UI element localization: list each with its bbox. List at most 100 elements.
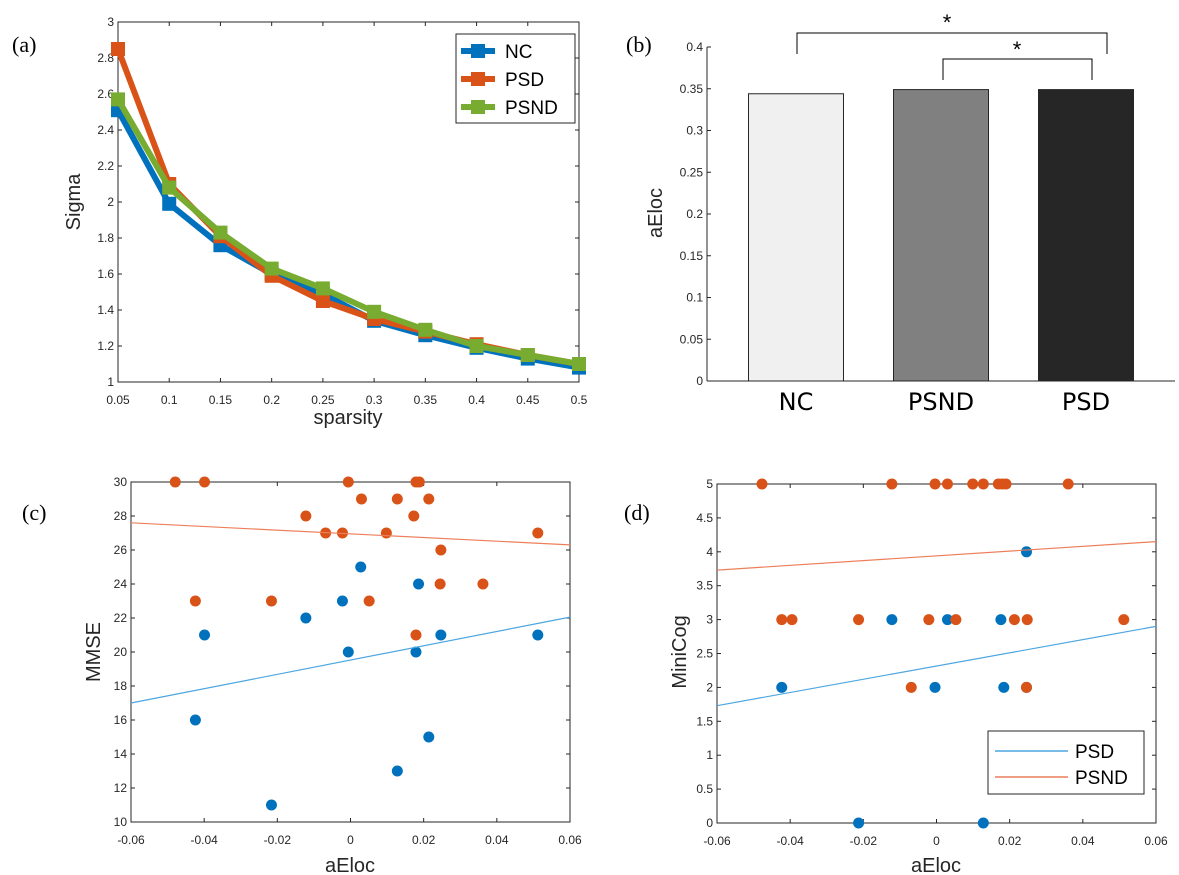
y-tick-label: 0 [706, 816, 713, 830]
data-point [367, 304, 382, 319]
data-point [469, 339, 484, 353]
y-axis-label: MiniCog [669, 615, 691, 688]
y-tick-label: 4.5 [696, 511, 713, 525]
x-tick-label: -0.06 [117, 833, 145, 847]
legend-label: PSD [1075, 742, 1114, 763]
y-tick-label: 2 [107, 195, 114, 209]
series-line [115, 108, 580, 371]
x-tick-label: 0.5 [571, 393, 588, 407]
significance-star: * [943, 10, 952, 35]
x-axis-label: aEloc [911, 855, 961, 875]
x-tick-label: -0.04 [190, 833, 218, 847]
data-point [477, 578, 489, 590]
y-tick-label: 2.6 [97, 87, 114, 101]
y-tick-label: 0.5 [696, 782, 713, 796]
fit-line-psd [130, 616, 571, 704]
y-tick-label: 1.4 [97, 303, 114, 317]
series-psnd [169, 476, 544, 641]
data-point [756, 478, 768, 490]
data-point [1021, 614, 1033, 626]
data-point [929, 478, 941, 490]
x-tick-label: 0.3 [366, 393, 383, 407]
x-tick-label: 0.05 [106, 393, 130, 407]
data-point [520, 348, 535, 362]
data-point [315, 281, 330, 296]
x-tick-label: 0 [933, 834, 940, 848]
x-tick-label: -0.02 [850, 834, 878, 848]
fit-line-psnd [716, 541, 1157, 571]
y-tick-label: 0.25 [680, 165, 704, 179]
legend-label: NC [505, 42, 532, 63]
y-tick-label: 20 [114, 645, 128, 659]
x-tick-label: 0.02 [998, 834, 1022, 848]
data-point [315, 294, 330, 308]
data-point [189, 714, 201, 726]
data-point [363, 595, 375, 607]
data-point [941, 614, 953, 626]
x-tick-label: NC [779, 388, 814, 416]
data-point [391, 765, 403, 777]
panel-label-b: (b) [626, 32, 652, 57]
legend-label: PSND [1075, 768, 1128, 789]
data-point [886, 478, 898, 490]
plot-area: 1 1.2 1.4 1.6 1.8 2 2.2 2.4 2.6 2.8 3 0.05 0.1 0.15 0.… [97, 15, 587, 407]
y-tick-label: 0.1 [686, 291, 703, 305]
significance-bracket [796, 32, 1108, 54]
data-point [853, 817, 865, 829]
y-tick-label: 2.2 [97, 159, 114, 173]
legend: NC PSD PSND [455, 33, 576, 124]
x-tick-label: 0.25 [311, 393, 335, 407]
data-point [1008, 614, 1020, 626]
data-point [977, 478, 989, 490]
x-tick-label: 0.04 [485, 833, 509, 847]
data-point [923, 614, 935, 626]
data-point [786, 614, 798, 626]
data-point [434, 578, 446, 590]
data-point [776, 681, 788, 693]
x-axis-label: sparsity [314, 407, 383, 429]
y-tick-label: 0.35 [680, 82, 704, 96]
y-tick-label: 1 [107, 375, 114, 389]
y-tick-label: 30 [114, 475, 128, 489]
data-point [189, 595, 201, 607]
x-tick-label: 0 [347, 833, 354, 847]
panel-b: (b) aEloc 0 0.05 0.1 0.15 0.2 0.25 0.3 0.35 0.4 N… [626, 10, 1175, 416]
y-tick-label: 1.8 [97, 231, 114, 245]
significance-star: * [1013, 37, 1022, 62]
y-tick-label: 1.5 [696, 714, 713, 728]
plot-area: 0 0.05 0.1 0.15 0.2 0.25 0.3 0.35 0.4 NC PSND PSD * * [680, 10, 1175, 416]
data-point [977, 817, 989, 829]
y-tick-label: 10 [114, 815, 128, 829]
data-point [111, 92, 125, 107]
x-tick-label: 0.06 [558, 833, 582, 847]
data-point [435, 544, 447, 556]
bar-psnd [893, 89, 989, 382]
data-point [169, 476, 181, 488]
data-point [1062, 478, 1074, 490]
data-point [950, 614, 962, 626]
y-tick-label: 24 [114, 577, 128, 591]
y-tick-label: 0.15 [680, 249, 704, 263]
y-tick-label: 16 [114, 713, 128, 727]
y-tick-label: 3.5 [696, 579, 713, 593]
legend-marker [471, 44, 485, 58]
y-tick-label: 28 [114, 509, 128, 523]
data-point [342, 646, 354, 658]
data-point [300, 612, 312, 624]
data-point [941, 478, 953, 490]
legend-label: PSND [505, 98, 558, 119]
data-point [380, 527, 392, 539]
data-point [199, 476, 211, 488]
y-tick-label: 22 [114, 611, 128, 625]
y-tick-label: 14 [114, 747, 128, 761]
data-point [905, 681, 917, 693]
y-tick-label: 0 [696, 374, 703, 388]
panel-label-c: (c) [22, 500, 46, 525]
y-tick-label: 12 [114, 781, 128, 795]
data-point [408, 510, 420, 522]
panel-label-a: (a) [12, 32, 36, 57]
x-tick-label: -0.04 [776, 834, 804, 848]
data-point [423, 731, 435, 743]
y-axis-label: Sigma [63, 173, 85, 231]
